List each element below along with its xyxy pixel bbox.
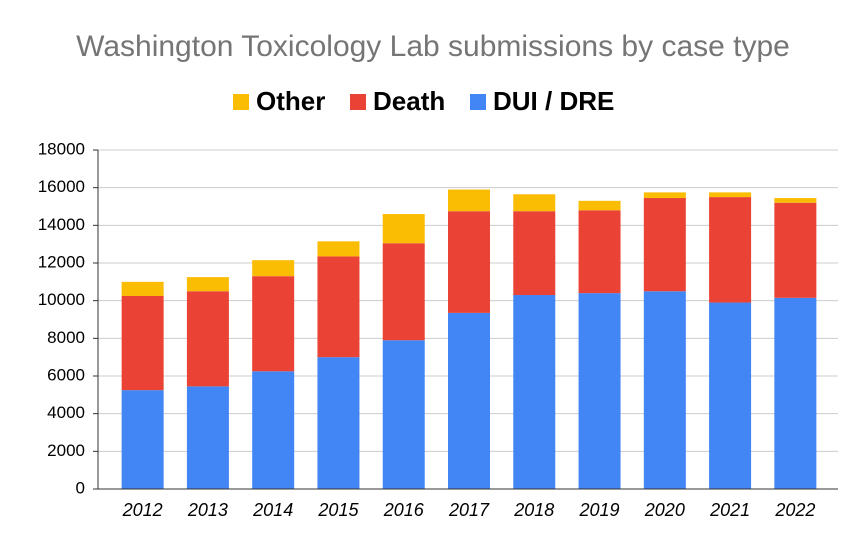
bar-segment (121, 390, 164, 489)
bar-segment (317, 241, 360, 257)
y-tick-label: 0 (76, 478, 85, 497)
y-tick-label: 2000 (47, 441, 85, 460)
bar-segment (121, 295, 164, 391)
bar-segment (774, 202, 817, 298)
bar-segment (382, 214, 425, 244)
x-tick-label: 2012 (122, 500, 163, 520)
bar-segment (709, 302, 752, 489)
bar-segment (774, 297, 817, 489)
bar-segment (448, 211, 490, 313)
x-tick-label: 2021 (709, 500, 750, 520)
bar-segment (448, 189, 490, 212)
legend-swatch (350, 94, 366, 110)
x-tick-label: 2017 (448, 500, 490, 520)
bar-segment (578, 293, 621, 489)
x-tick-label: 2016 (383, 500, 425, 520)
bar-segment (252, 276, 295, 372)
legend-label: Death (373, 86, 445, 116)
bar-segment (578, 200, 621, 211)
y-tick-label: 6000 (47, 365, 85, 384)
bar-segment (578, 210, 621, 294)
y-tick-label: 4000 (47, 403, 85, 422)
bar-segment (252, 260, 295, 277)
y-tick-label: 8000 (47, 328, 85, 347)
y-tick-label: 12000 (38, 252, 85, 271)
y-tick-label: 14000 (38, 215, 85, 234)
bar-segment (186, 291, 229, 387)
bar-segment (186, 386, 229, 489)
bar-segment (382, 243, 425, 341)
bar-segment (643, 291, 686, 489)
bar-segment (513, 295, 556, 489)
y-tick-label: 10000 (38, 290, 85, 309)
x-tick-label: 2014 (252, 500, 293, 520)
bar-segment (643, 198, 686, 292)
bar-segment (643, 192, 686, 199)
legend-label: DUI / DRE (493, 86, 614, 116)
bar-segment (709, 192, 752, 198)
bar-segment (186, 277, 229, 292)
x-tick-label: 2015 (317, 500, 359, 520)
x-tick-label: 2020 (644, 500, 685, 520)
x-tick-label: 2022 (774, 500, 815, 520)
y-tick-label: 18000 (38, 139, 85, 158)
bar-segment (317, 256, 360, 358)
legend-label: Other (256, 86, 325, 116)
x-tick-label: 2013 (187, 500, 228, 520)
y-tick-label: 16000 (38, 177, 85, 196)
legend-swatch (470, 94, 486, 110)
legend-swatch (233, 94, 249, 110)
bar-segment (513, 194, 556, 212)
bar-segment (448, 312, 490, 489)
bar-segment (382, 340, 425, 489)
x-tick-label: 2018 (513, 500, 554, 520)
x-tick-label: 2019 (579, 500, 620, 520)
bar-segment (774, 198, 817, 203)
bar-segment (252, 371, 295, 489)
bar-segment (513, 211, 556, 296)
bar-segment (709, 197, 752, 303)
chart-title: Washington Toxicology Lab submissions by… (76, 30, 790, 63)
bar-segment (121, 281, 164, 296)
bar-segment (317, 357, 360, 489)
